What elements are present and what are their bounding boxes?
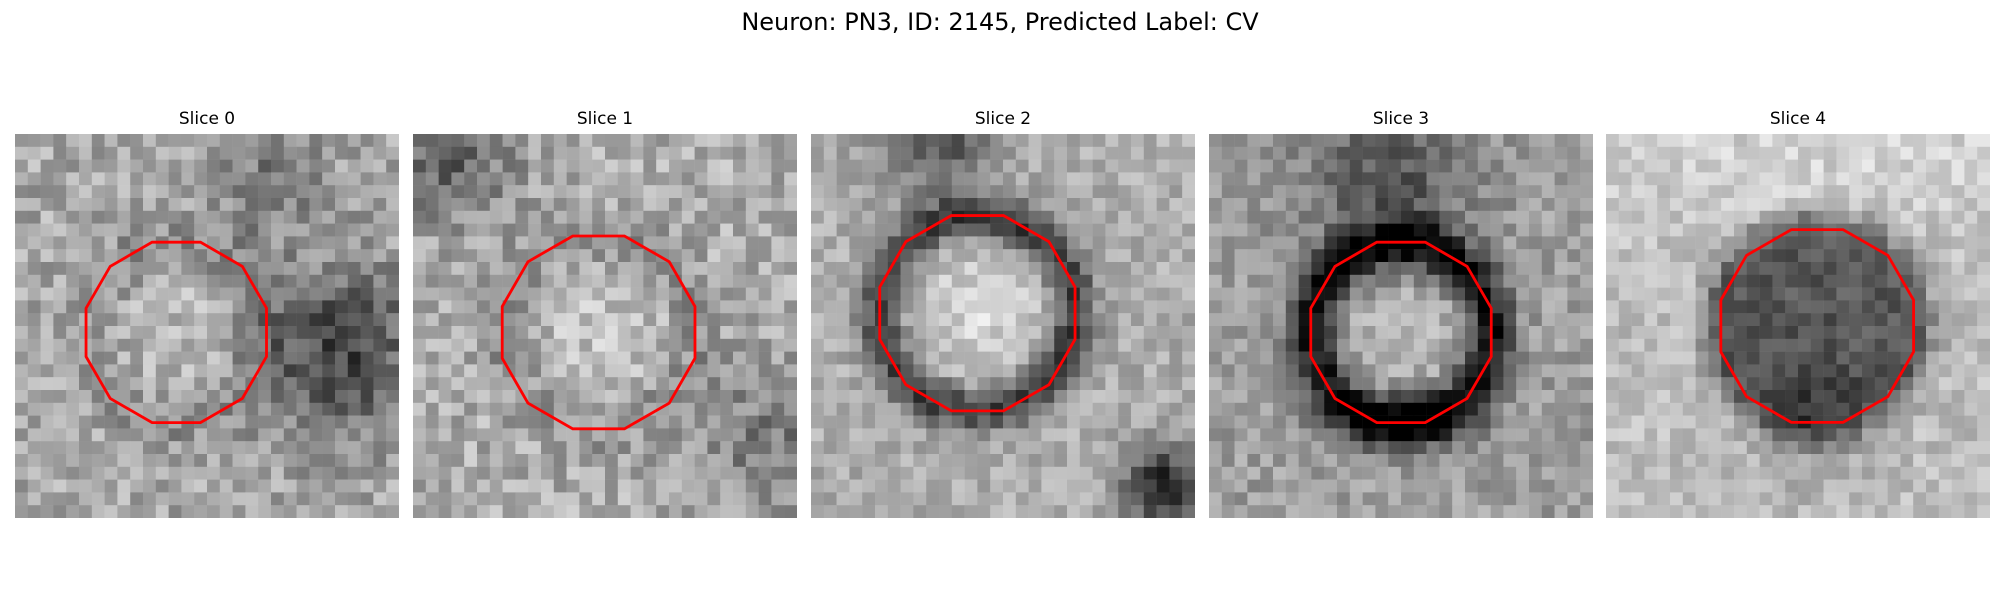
slice-image bbox=[811, 134, 1195, 518]
slice-title: Slice 4 bbox=[1769, 109, 1827, 129]
slice-panel-1: Slice 1 bbox=[413, 108, 797, 518]
contour-outline bbox=[878, 214, 1077, 413]
slice-title: Slice 0 bbox=[178, 109, 236, 129]
slice-title: Slice 2 bbox=[974, 109, 1032, 129]
pixel-grid bbox=[1606, 134, 1990, 518]
pixel-grid bbox=[1209, 134, 1593, 518]
slice-image bbox=[15, 134, 399, 518]
pixel-grid bbox=[15, 134, 399, 518]
contour-outline bbox=[1719, 228, 1915, 424]
slice-image bbox=[1209, 134, 1593, 518]
pixel-grid bbox=[413, 134, 797, 518]
slice-image bbox=[413, 134, 797, 518]
contour-outline bbox=[84, 240, 268, 425]
slice-title: Slice 1 bbox=[576, 109, 634, 129]
figure-title: Neuron: PN3, ID: 2145, Predicted Label: … bbox=[741, 8, 1259, 36]
contour-outline bbox=[1309, 240, 1493, 425]
pixel-grid bbox=[811, 134, 1195, 518]
slice-panel-4: Slice 4 bbox=[1606, 108, 1990, 518]
slice-panel-0: Slice 0 bbox=[15, 108, 399, 518]
slice-image bbox=[1606, 134, 1990, 518]
contour-outline bbox=[500, 234, 697, 431]
slice-title: Slice 3 bbox=[1372, 109, 1430, 129]
slice-panel-2: Slice 2 bbox=[811, 108, 1195, 518]
slice-panel-3: Slice 3 bbox=[1209, 108, 1593, 518]
